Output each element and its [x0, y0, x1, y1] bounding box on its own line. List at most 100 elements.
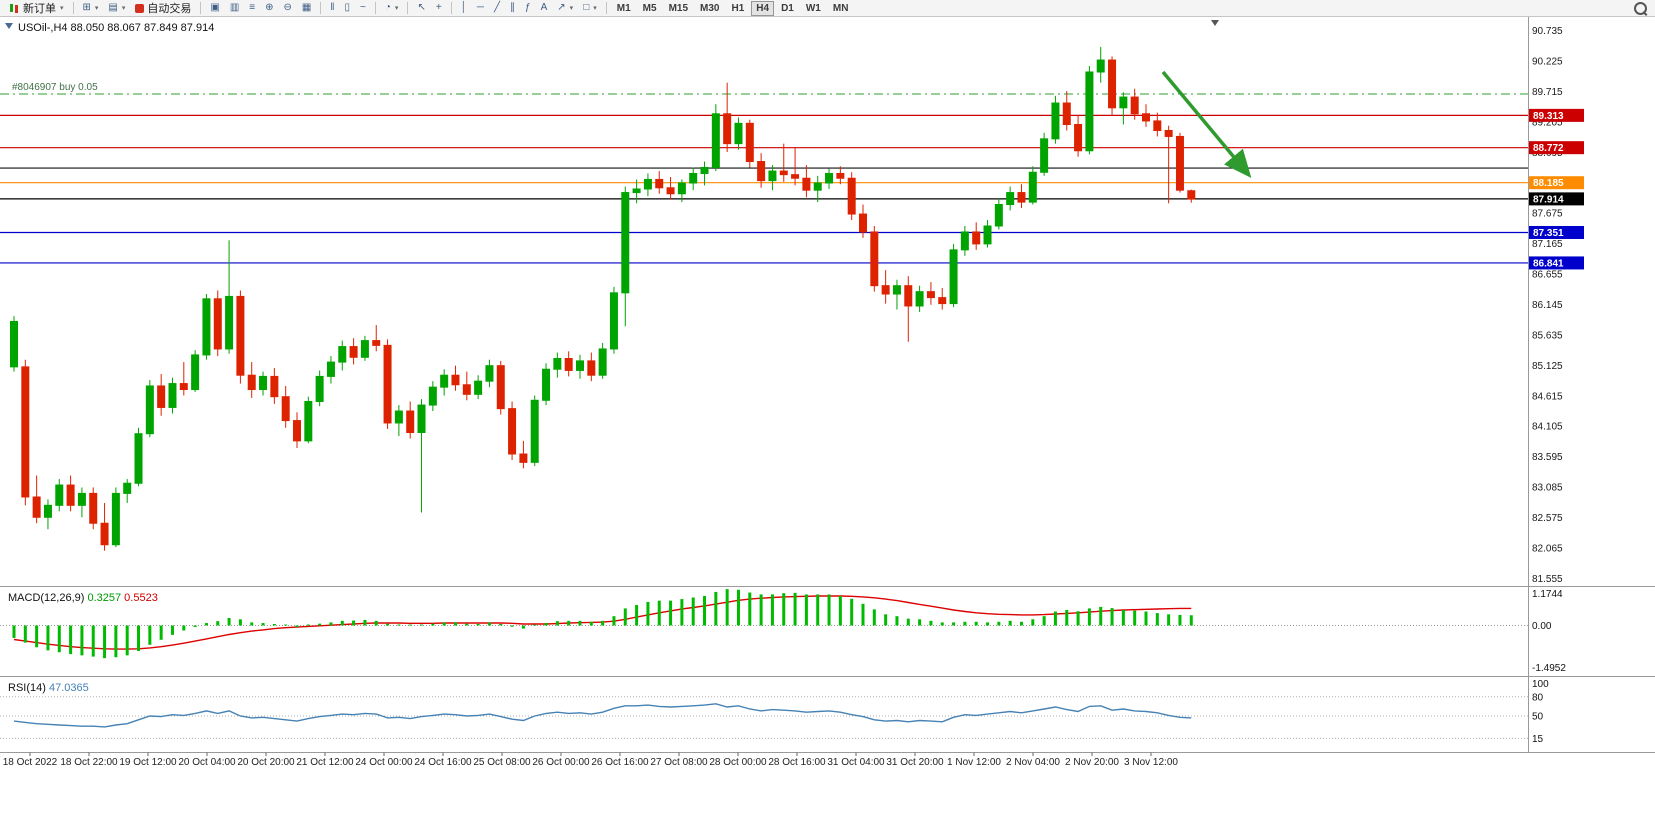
candle-body	[542, 368, 551, 401]
candle-body	[1040, 138, 1049, 173]
time-axis-label: 27 Oct 08:00	[650, 757, 708, 768]
auto-trading-icon	[135, 3, 145, 13]
horizontal-line-button[interactable]: ─	[473, 1, 488, 16]
candle-body	[643, 178, 652, 190]
candle-body	[428, 386, 437, 406]
auto-trading-button[interactable]: 自动交易	[131, 1, 195, 16]
price-tag	[1529, 256, 1584, 270]
candle-body	[247, 374, 256, 391]
chart-line-button[interactable]: ~	[356, 1, 370, 16]
candle-body	[904, 285, 913, 307]
text-button[interactable]: A	[537, 1, 552, 16]
candle-body	[881, 285, 890, 295]
clock-button[interactable]: ◔ ▾	[381, 1, 403, 16]
market-watch-button[interactable]: ▣	[206, 1, 223, 16]
level-line-87_914[interactable]: 87.914	[0, 192, 1584, 206]
chart-bars-button[interactable]: ‖	[326, 1, 338, 16]
navigator-button[interactable]: ≡	[245, 1, 259, 16]
price-tag-text: 87.351	[1533, 228, 1564, 239]
fibonacci-button[interactable]: ƒ	[521, 1, 535, 16]
profiles-button[interactable]: ▤ ▾	[104, 1, 129, 16]
tile-windows-button[interactable]: ▦	[298, 1, 315, 16]
candle-body	[938, 297, 947, 305]
candle-body	[960, 231, 969, 251]
timeframe-button-mn[interactable]: MN	[828, 1, 854, 16]
candle-body	[462, 384, 471, 395]
level-line-87_351[interactable]: 87.351	[0, 225, 1584, 239]
candle-body	[304, 400, 313, 442]
chart-shift-marker[interactable]	[1211, 20, 1219, 26]
time-axis-label: 28 Oct 16:00	[768, 757, 826, 768]
candle-body	[757, 161, 766, 182]
candle-body	[791, 174, 800, 179]
time-axis: 18 Oct 2022 18 Oct 22:00 19 Oct 12:00 20 Oc…	[3, 752, 1178, 768]
zoom-out-button[interactable]: ⊖	[280, 1, 296, 16]
arrows-button[interactable]: ↗ ▾	[553, 1, 577, 16]
price-axis-label: 90.735	[1532, 26, 1563, 37]
data-window-button[interactable]: ▥	[226, 1, 243, 16]
timeframe-button-w1[interactable]: W1	[801, 1, 826, 16]
candle-body	[315, 375, 324, 402]
price-axis: 90.73590.22589.71589.20588.69588.18587.6…	[1532, 26, 1563, 585]
chart-candles-button[interactable]: ▯	[341, 1, 355, 16]
time-axis-label: 1 Nov 12:00	[947, 757, 1001, 768]
crosshair-button[interactable]: +	[432, 1, 446, 16]
chevron-down-icon: ▾	[569, 5, 574, 12]
timeframe-button-m30[interactable]: M30	[695, 1, 724, 16]
time-axis-label: 21 Oct 12:00	[296, 757, 354, 768]
candle-body	[779, 170, 788, 176]
candle-body	[892, 285, 901, 295]
position-buy-line[interactable]: #8046907 buy 0.05	[0, 82, 1528, 95]
chevron-down-icon: ▾	[121, 5, 126, 12]
candle-body	[349, 346, 358, 358]
chevron-down-icon: ▾	[94, 5, 99, 12]
zoom-in-button[interactable]: ⊕	[261, 1, 277, 16]
timeframe-button-m1[interactable]: M1	[612, 1, 636, 16]
new-chart-button[interactable]: ⊞ ▾	[79, 1, 103, 16]
time-axis-label: 20 Oct 20:00	[237, 757, 295, 768]
timeframe-button-h1[interactable]: H1	[726, 1, 749, 16]
candle-body	[1108, 59, 1117, 109]
candle-body	[825, 172, 834, 184]
zoom-out-icon: ⊖	[283, 2, 292, 13]
candle-body	[870, 231, 879, 287]
vertical-line-button[interactable]: │	[457, 1, 471, 16]
timeframe-button-d1[interactable]: D1	[776, 1, 799, 16]
time-axis-label: 31 Oct 04:00	[827, 757, 885, 768]
candle-body	[711, 113, 720, 168]
new-order-button[interactable]: 新订单 ▾	[4, 1, 68, 16]
candle-body	[21, 366, 30, 498]
candle-body	[406, 410, 415, 434]
price-axis-label: 90.225	[1532, 56, 1563, 67]
shapes-button[interactable]: □ ▾	[579, 1, 601, 16]
collapse-triangle-icon[interactable]	[5, 23, 13, 29]
candle-body	[10, 320, 18, 368]
timeframe-button-m5[interactable]: M5	[638, 1, 662, 16]
candle-body	[802, 177, 811, 191]
trend-arrow-object[interactable]	[1161, 70, 1252, 179]
candle-body	[383, 344, 392, 424]
timeframe-button-m15[interactable]: M15	[664, 1, 693, 16]
macd-scale-zero: 0.00	[1532, 621, 1552, 632]
candle-body	[1130, 96, 1139, 115]
level-line-88_772[interactable]: 88.772	[0, 141, 1584, 155]
cursor-button[interactable]: ↖	[413, 1, 429, 16]
time-axis-label: 25 Oct 08:00	[473, 757, 531, 768]
rsi-panel: RSI(14) 47.0365 100 80 50 15	[0, 679, 1549, 745]
chart-plot-area[interactable]	[0, 17, 1528, 586]
timeframe-button-h4[interactable]: H4	[751, 0, 775, 16]
candle-body	[100, 522, 109, 546]
channel-button[interactable]: ∥	[506, 1, 519, 16]
level-line-86_841[interactable]: 86.841	[0, 256, 1584, 270]
candle-body	[983, 225, 992, 245]
candle-body	[598, 348, 607, 376]
candle-body	[949, 249, 958, 305]
price-axis-label: 84.615	[1532, 391, 1563, 402]
level-line-89_313[interactable]: 89.313	[0, 108, 1584, 122]
time-axis-label: 24 Oct 16:00	[414, 757, 472, 768]
trendline-button[interactable]: ╱	[490, 1, 504, 16]
search-button[interactable]	[1630, 1, 1651, 16]
chevron-down-icon: ▾	[60, 5, 64, 12]
level-line-88_185[interactable]: 88.185	[0, 176, 1584, 190]
